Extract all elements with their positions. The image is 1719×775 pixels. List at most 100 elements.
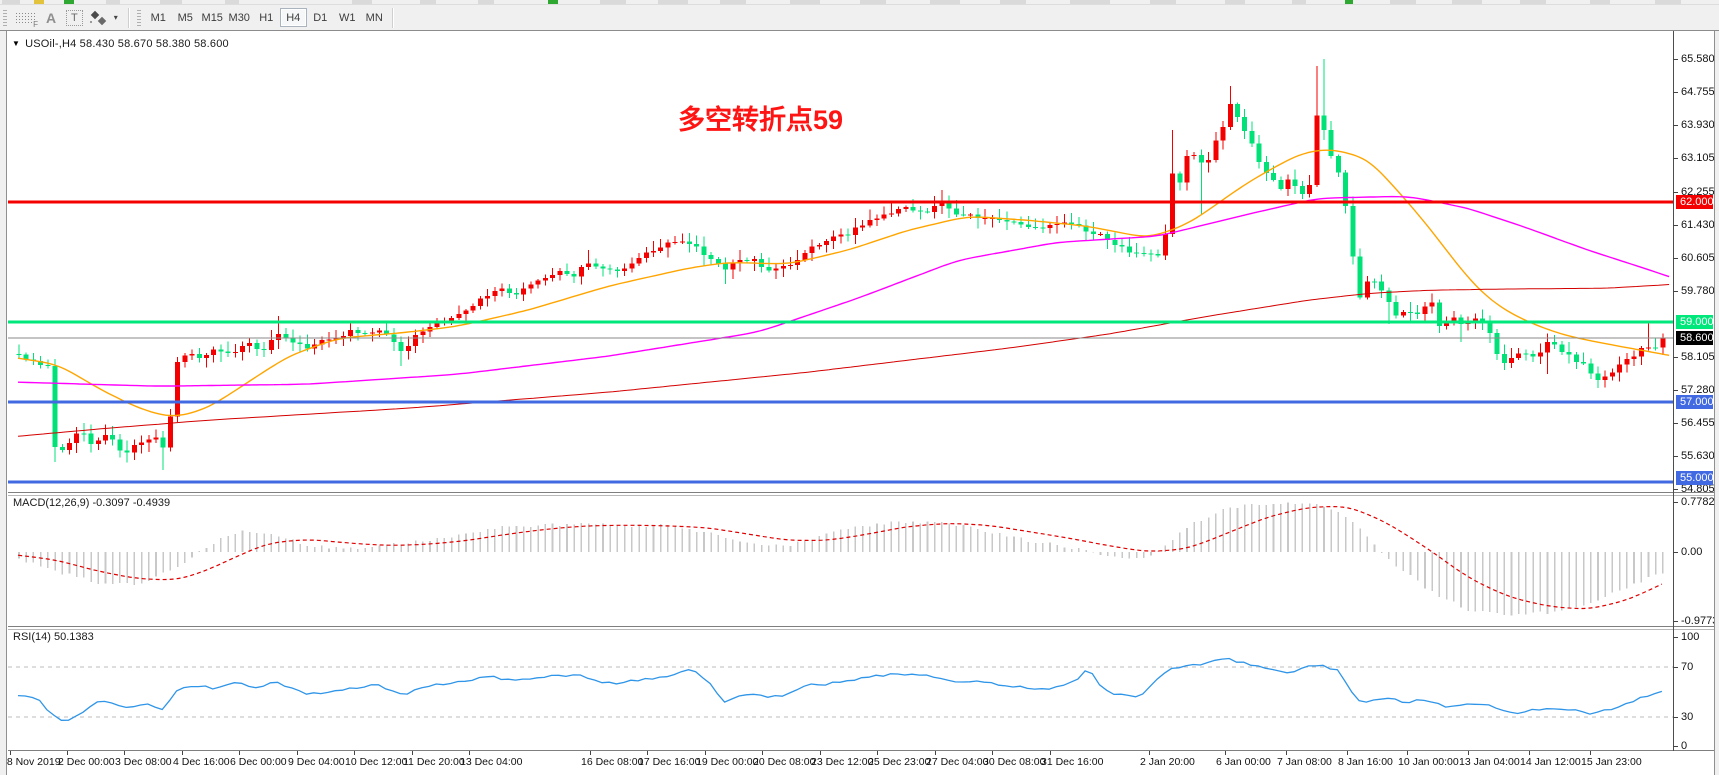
toolbar-clipped-button-10 [600, 0, 626, 4]
window-right-edge [1714, 31, 1719, 775]
arrow-text-a-icon[interactable]: A [45, 9, 57, 26]
time-tick [992, 751, 993, 755]
toolbar-separator-2 [391, 7, 394, 28]
rsi-indicator-label: RSI(14) 50.1383 [13, 631, 94, 643]
toolbar-clipped-button-22 [1390, 0, 1416, 4]
price-axis-border [1673, 31, 1674, 751]
time-tick-label: 10 Dec 12:00 [345, 756, 408, 768]
macd-panel[interactable] [8, 494, 1673, 626]
price-tick-label: 61.430 [1681, 219, 1715, 231]
price-tick-label: 56.455 [1681, 417, 1715, 429]
time-tick-label: 9 Dec 04:00 [288, 756, 345, 768]
time-tick-label: 7 Jan 08:00 [1277, 756, 1332, 768]
grid-fibonacci-icon[interactable]: F [14, 8, 38, 29]
toolbar-clipped-button-24 [1520, 0, 1546, 4]
rsi-panel[interactable] [8, 628, 1673, 750]
text-label-icon[interactable]: T [66, 8, 83, 28]
price-tick-label: 65.580 [1681, 53, 1715, 65]
toolbar-clipped-button-2 [64, 0, 74, 4]
timeframe-button-mn[interactable]: MN [365, 12, 383, 24]
toolbar-clipped-button-4 [160, 0, 182, 4]
arrow-objects-icon[interactable] [89, 8, 107, 28]
price-badge-58.600: 58.600 [1676, 331, 1714, 345]
timeframe-button-m1[interactable]: M1 [150, 12, 166, 24]
toolbar-clipped-button-18 [1150, 0, 1176, 4]
chart-window: ▼ USOil-,H4 58.430 58.670 58.380 58.600 多… [0, 30, 1719, 775]
time-tick-label: 28 Nov 2019 [1, 756, 61, 768]
timeframe-button-m30[interactable]: M30 [228, 12, 250, 24]
time-tick-label: 13 Dec 04:00 [460, 756, 523, 768]
timeframe-button-m15[interactable]: M15 [201, 12, 223, 24]
price-tick-label: 63.105 [1681, 152, 1715, 164]
macd-scale-tick [1673, 502, 1678, 503]
time-tick-label: 2 Jan 20:00 [1140, 756, 1195, 768]
ma-mid-magenta [17, 195, 1670, 387]
time-tick-label: 30 Dec 08:00 [983, 756, 1046, 768]
toolbar-clipped-button-7 [420, 0, 436, 4]
timeframe-button-w1[interactable]: W1 [338, 12, 356, 24]
time-tick [124, 751, 125, 755]
price-tick [1673, 390, 1678, 391]
toolbar-clipped-button-12 [720, 0, 746, 4]
toolbar-clipped-button-9 [548, 0, 558, 4]
symbol-ohlc-label[interactable]: ▼ USOil-,H4 58.430 58.670 58.380 58.600 [12, 38, 229, 50]
price-tick [1673, 225, 1678, 226]
time-tick [10, 751, 11, 755]
timeframe-button-h4[interactable]: H4 [279, 8, 307, 27]
toolbar-clipped-button-14 [860, 0, 886, 4]
toolbar-drag-handle[interactable] [3, 9, 7, 26]
toolbar-clipped-button-3 [106, 0, 120, 4]
toolbar-clipped-button-13 [790, 0, 820, 4]
time-tick-label: 13 Jan 04:00 [1459, 756, 1520, 768]
time-tick-label: 14 Jan 12:00 [1520, 756, 1581, 768]
time-tick-label: 20 Dec 08:00 [753, 756, 816, 768]
price-tick [1673, 456, 1678, 457]
toolbar-clipped-button-5 [225, 0, 239, 4]
toolbar-clipped-button-23 [1452, 0, 1482, 4]
text-label-glyph: T [66, 9, 83, 26]
time-tick-label: 17 Dec 16:00 [638, 756, 701, 768]
time-tick [239, 751, 240, 755]
timeframe-drag-handle[interactable] [136, 9, 141, 26]
price-tick [1673, 125, 1678, 126]
time-tick [1286, 751, 1287, 755]
chart-text-annotation[interactable]: 多空转折点59 [678, 105, 844, 135]
time-tick [935, 751, 936, 755]
time-tick-label: 11 Dec 20:00 [403, 756, 465, 768]
ma-slow-red [17, 284, 1670, 437]
time-tick-label: 8 Jan 16:00 [1338, 756, 1393, 768]
price-tick [1673, 291, 1678, 292]
time-tick [1468, 751, 1469, 755]
time-tick-label: 2 Dec 00:00 [58, 756, 115, 768]
macd-signal-line [17, 505, 1663, 610]
panel-separator-macd[interactable] [8, 492, 1714, 496]
price-tick-label: 54.805 [1681, 483, 1715, 495]
toolbar-clipped-button-16 [1000, 0, 1026, 4]
price-badge-59.000: 59.000 [1676, 315, 1714, 329]
macd-indicator-label: MACD(12,26,9) -0.3097 -0.4939 [13, 497, 171, 509]
timeframe-button-d1[interactable]: D1 [313, 12, 328, 24]
toolbar-clipped-button-0 [2, 0, 20, 4]
time-tick-label: 6 Dec 00:00 [230, 756, 287, 768]
panel-separator-rsi[interactable] [8, 626, 1714, 630]
time-tick-label: 10 Jan 00:00 [1398, 756, 1459, 768]
price-tick [1673, 423, 1678, 424]
timeframe-button-h1[interactable]: H1 [259, 12, 274, 24]
time-tick-label: 4 Dec 16:00 [173, 756, 230, 768]
rsi-scale-tick [1673, 637, 1678, 638]
time-tick [705, 751, 706, 755]
time-tick-label: 27 Dec 04:00 [926, 756, 989, 768]
time-tick [762, 751, 763, 755]
time-tick [412, 751, 413, 755]
timeframe-button-m5[interactable]: M5 [177, 12, 193, 24]
time-tick-label: 19 Dec 00:00 [696, 756, 759, 768]
dropdown-caret-icon[interactable]: ▾ [113, 13, 118, 22]
time-tick [1149, 751, 1150, 755]
toolbar-clipped-button-25 [1590, 0, 1610, 4]
main-price-panel[interactable] [8, 32, 1673, 492]
chart-top-border [0, 30, 1719, 31]
symbol-dropdown-icon[interactable]: ▼ [12, 39, 21, 48]
toolbar: F A T ▾ M1 M5 M15 M30 H1 H4 D1 W1 MN [0, 5, 1719, 31]
toolbar-separator [127, 7, 130, 28]
